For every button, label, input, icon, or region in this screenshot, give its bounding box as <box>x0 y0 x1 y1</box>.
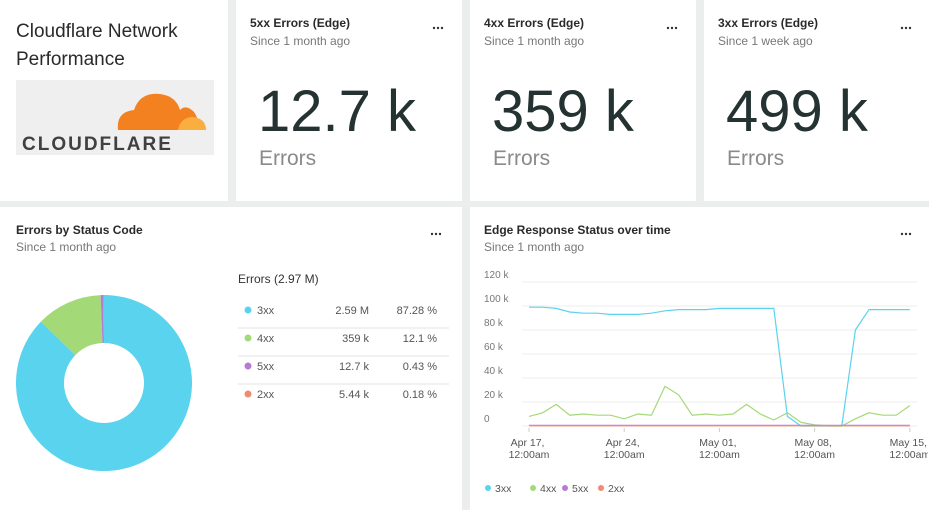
y-tick-label: 40 k <box>484 366 504 377</box>
billboard-unit: Errors <box>493 147 550 170</box>
legend-label: 2xx <box>257 389 275 401</box>
tile <box>470 0 696 201</box>
billboard-unit: Errors <box>259 147 316 170</box>
count-label: 2.59 M <box>335 305 369 317</box>
logo: CLOUDFLARE <box>16 80 214 155</box>
legend-dot <box>562 485 568 491</box>
line-series <box>529 306 910 427</box>
tile <box>470 207 929 510</box>
pie-slice <box>103 295 104 344</box>
percent-label: 0.43 % <box>403 361 437 373</box>
legend-label: 4xx <box>540 483 557 495</box>
widget-subtitle: Since 1 week ago <box>718 34 813 48</box>
legend-dot <box>598 485 604 491</box>
legend-label: 5xx <box>572 483 589 495</box>
menu-button[interactable] <box>900 232 912 236</box>
legend-title: Errors (2.97 M) <box>238 272 319 286</box>
legend-label: 5xx <box>257 361 275 373</box>
x-tick-label: Apr 17, 12:00am <box>509 437 550 461</box>
count-label: 12.7 k <box>339 361 369 373</box>
line-series <box>528 385 911 427</box>
legend-label: 4xx <box>257 333 275 345</box>
menu-dot <box>900 26 904 30</box>
widget-title: 5xx Errors (Edge) <box>250 16 350 30</box>
logo-cloud <box>117 93 198 130</box>
pie-slice <box>100 295 104 344</box>
widget-subtitle: Since 1 month ago <box>484 34 584 48</box>
legend-dot <box>530 485 536 491</box>
y-tick-label: 120 k <box>484 270 509 281</box>
menu-dot <box>908 232 912 236</box>
menu-button[interactable] <box>666 26 678 30</box>
x-tick-label: May 15, 12:00am <box>889 437 929 461</box>
billboard-value: 359 k <box>492 79 635 144</box>
y-tick-label: 80 k <box>484 318 504 329</box>
menu-button[interactable] <box>432 26 444 30</box>
percent-label: 87.28 % <box>397 305 438 317</box>
menu-dot <box>674 26 678 30</box>
menu-dot <box>440 26 444 30</box>
menu-dot <box>666 26 670 30</box>
dashboard-title: Cloudflare Network Performance <box>16 21 183 70</box>
x-tick-label: May 01, 12:00am <box>699 437 740 461</box>
legend-dot <box>244 334 252 342</box>
percent-label: 12.1 % <box>403 333 437 345</box>
menu-dot <box>904 26 908 30</box>
menu-dot <box>438 232 442 236</box>
x-tick-label: May 08, 12:00am <box>794 437 835 461</box>
y-tick-label: 20 k <box>484 390 504 401</box>
count-label: 359 k <box>342 333 369 345</box>
menu-dot <box>434 232 438 236</box>
widget-title: Errors by Status Code <box>16 223 143 237</box>
legend-dot <box>244 362 252 370</box>
tile <box>704 0 929 201</box>
x-tick-label: Apr 24, 12:00am <box>604 437 645 461</box>
y-tick-label: 100 k <box>484 294 509 305</box>
widget-subtitle: Since 1 month ago <box>16 240 116 254</box>
logo-text: CLOUDFLARE <box>22 134 173 155</box>
billboard-value: 12.7 k <box>258 79 417 144</box>
menu-dot <box>432 26 436 30</box>
pie-slice <box>40 295 103 356</box>
legend-dot <box>485 485 491 491</box>
legend-label: 3xx <box>495 483 512 495</box>
menu-dot <box>436 26 440 30</box>
legend-label: 3xx <box>257 305 275 317</box>
legend-dot <box>244 390 252 398</box>
widget-subtitle: Since 1 month ago <box>250 34 350 48</box>
count-label: 5.44 k <box>339 389 369 401</box>
menu-dot <box>908 26 912 30</box>
widget-title: 3xx Errors (Edge) <box>718 16 818 30</box>
percent-label: 0.18 % <box>403 389 437 401</box>
billboard-value: 499 k <box>726 79 869 144</box>
logo-cloud <box>178 117 206 130</box>
widget-title: Edge Response Status over time <box>484 223 671 237</box>
widget-title: 4xx Errors (Edge) <box>484 16 584 30</box>
menu-button[interactable] <box>430 232 442 236</box>
pie-slice <box>16 295 193 471</box>
menu-button[interactable] <box>900 26 912 30</box>
billboard-unit: Errors <box>727 147 784 170</box>
legend-dot <box>244 306 252 314</box>
menu-dot <box>900 232 904 236</box>
y-tick-label: 60 k <box>484 342 504 353</box>
menu-dot <box>904 232 908 236</box>
menu-dot <box>430 232 434 236</box>
y-tick-label: 0 <box>484 414 490 425</box>
legend-label: 2xx <box>608 483 625 495</box>
tile <box>236 0 462 201</box>
menu-dot <box>670 26 674 30</box>
widget-subtitle: Since 1 month ago <box>484 240 584 254</box>
